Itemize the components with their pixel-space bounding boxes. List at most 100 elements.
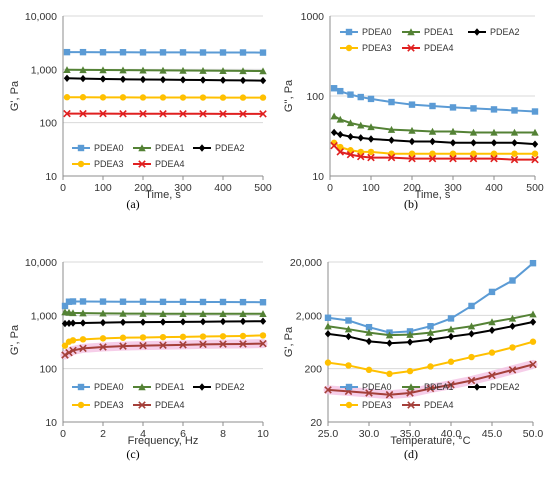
data-point-pdea2	[488, 326, 496, 334]
data-point-pdea2	[406, 338, 414, 346]
data-point-pdea4	[63, 109, 71, 118]
legend-label: PDEA4	[155, 159, 185, 169]
data-point-pdea1	[488, 318, 496, 326]
data-point-pdea1	[79, 309, 87, 317]
data-point-pdea0	[367, 95, 375, 103]
data-point-pdea0	[179, 298, 187, 306]
data-point-pdea3	[61, 342, 69, 349]
data-point-pdea1	[199, 310, 207, 317]
data-point-pdea0	[429, 102, 436, 110]
data-point-pdea3	[357, 148, 364, 156]
legend-marker	[407, 401, 415, 409]
x-tick-label: 100	[362, 182, 380, 194]
x-tick-label: 35.0	[400, 428, 421, 440]
data-point-pdea0	[488, 288, 496, 296]
data-point-pdea3	[99, 335, 107, 342]
data-point-pdea1	[490, 128, 498, 136]
data-point-pdea2	[219, 76, 227, 84]
data-point-pdea3	[159, 94, 167, 101]
data-point-pdea4	[79, 344, 87, 353]
data-point-pdea0	[324, 314, 332, 321]
x-tick-label: 0	[60, 428, 66, 440]
data-point-pdea2	[79, 74, 87, 83]
data-point-pdea1	[387, 125, 396, 133]
data-point-pdea4	[199, 109, 207, 118]
x-tick-label: 500	[254, 182, 272, 194]
data-point-pdea2	[119, 318, 127, 327]
data-point-pdea4	[259, 110, 267, 118]
data-point-pdea2	[259, 317, 267, 325]
y-tick-label: 200	[304, 364, 322, 376]
panel-label: (a)	[126, 197, 139, 211]
y-tick-label: 1000	[301, 11, 325, 23]
data-point-pdea2	[408, 137, 416, 146]
data-point-pdea0	[357, 93, 364, 101]
data-point-pdea0	[330, 85, 338, 92]
data-point-pdea4	[65, 348, 73, 357]
data-point-pdea0	[468, 302, 475, 310]
data-point-pdea0	[345, 317, 352, 324]
data-point-pdea3	[199, 94, 207, 101]
x-axis-label: Frequency, Hz	[128, 435, 199, 447]
data-point-pdea1	[357, 121, 365, 129]
data-point-pdea1	[531, 128, 539, 136]
data-point-pdea3	[79, 336, 87, 343]
data-point-pdea3	[239, 332, 247, 340]
data-point-pdea1	[508, 314, 517, 322]
data-point-pdea1	[159, 310, 167, 317]
y-axis-label: G'', Pa	[283, 79, 295, 112]
data-point-pdea2	[159, 75, 167, 84]
data-point-pdea3	[199, 333, 207, 340]
data-point-pdea3	[511, 150, 518, 157]
data-point-pdea4	[119, 109, 127, 118]
data-point-pdea1	[367, 123, 375, 131]
data-point-pdea1	[385, 331, 394, 339]
legend-marker	[138, 401, 146, 409]
data-point-pdea2	[429, 137, 436, 146]
legend-label: PDEA3	[94, 159, 124, 169]
data-point-pdea3	[406, 367, 414, 375]
panel-label: (d)	[404, 447, 418, 461]
data-point-pdea3	[259, 332, 267, 339]
data-point-pdea1	[199, 66, 207, 74]
x-axis-label: Temperature, °C	[390, 435, 470, 447]
x-axis-label: Time, s	[145, 189, 181, 201]
y-tick-label: 10,000	[25, 257, 57, 269]
data-point-pdea0	[408, 101, 416, 108]
data-point-pdea3	[239, 94, 247, 101]
data-point-pdea3	[139, 94, 147, 101]
data-point-pdea1	[449, 127, 457, 135]
data-point-pdea4	[469, 154, 478, 163]
data-point-pdea4	[336, 148, 345, 156]
legend-label: PDEA1	[424, 382, 454, 392]
data-point-pdea2	[99, 75, 107, 83]
data-point-pdea1	[63, 66, 71, 74]
data-point-pdea2	[65, 319, 73, 327]
x-tick-label: 6	[180, 428, 186, 440]
data-point-pdea2	[449, 139, 457, 147]
y-tick-label: 10	[45, 171, 57, 183]
data-point-pdea4	[159, 341, 167, 350]
data-point-pdea3	[119, 334, 127, 341]
data-point-pdea4	[510, 155, 519, 164]
data-point-pdea2	[61, 319, 69, 328]
data-point-pdea2	[63, 74, 71, 82]
data-point-pdea3	[259, 94, 267, 101]
data-point-pdea0	[199, 49, 207, 56]
data-point-pdea0	[69, 298, 77, 305]
data-point-pdea1	[119, 309, 127, 317]
panel-c: 10 100 1,000 10,000 0 2 4 6 8 10 Frequency, Hz G', …	[9, 257, 269, 461]
legend-marker	[138, 144, 146, 152]
data-point-pdea3	[408, 150, 416, 157]
data-point-pdea4	[79, 109, 87, 118]
data-point-pdea0	[449, 104, 457, 111]
data-point-pdea4	[490, 154, 498, 163]
data-point-pdea0	[259, 299, 267, 306]
data-point-pdea3	[219, 94, 227, 101]
data-point-pdea0	[159, 298, 167, 306]
data-point-pdea0	[61, 302, 69, 310]
y-tick-label: 20,000	[290, 257, 322, 269]
data-point-pdea4	[346, 150, 355, 159]
data-point-pdea2	[199, 317, 207, 326]
data-point-pdea0	[99, 298, 107, 305]
